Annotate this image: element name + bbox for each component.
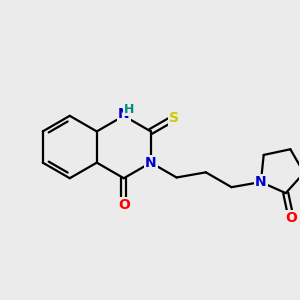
Text: H: H (124, 103, 134, 116)
Text: N: N (255, 175, 267, 189)
Text: O: O (118, 198, 130, 212)
Text: N: N (118, 107, 130, 121)
Text: N: N (145, 156, 157, 170)
Text: S: S (169, 111, 179, 125)
Text: O: O (285, 211, 297, 225)
